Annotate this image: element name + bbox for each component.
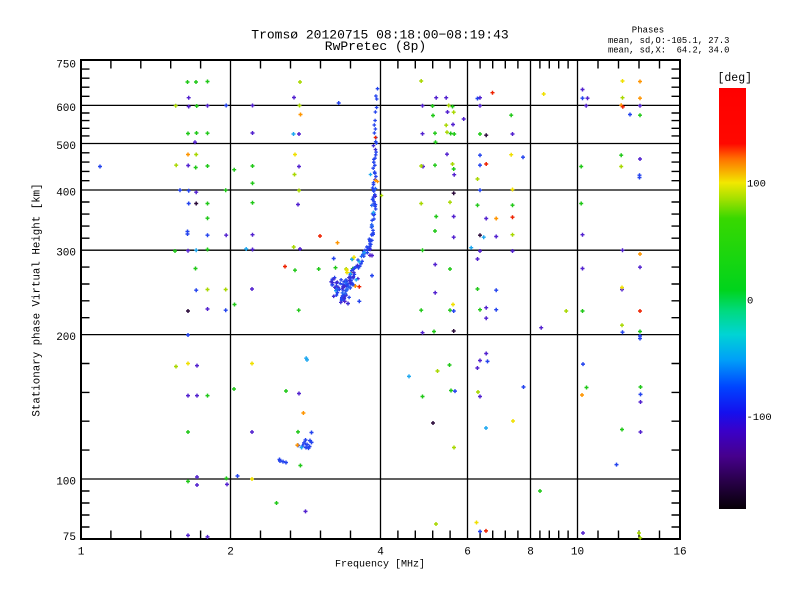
svg-text:Phases: Phases xyxy=(632,26,664,36)
svg-text:-100: -100 xyxy=(747,412,772,424)
svg-text:75: 75 xyxy=(63,532,76,544)
svg-text:RwPretec (8p): RwPretec (8p) xyxy=(325,39,426,54)
svg-text:Frequency [MHz]: Frequency [MHz] xyxy=(335,559,425,571)
svg-text:300: 300 xyxy=(56,248,76,260)
svg-text:8: 8 xyxy=(527,547,534,559)
svg-text:200: 200 xyxy=(56,332,76,344)
svg-text:mean, sd,X: 64.2, 34.0: mean, sd,X: 64.2, 34.0 xyxy=(608,46,729,56)
svg-text:2: 2 xyxy=(227,547,234,559)
svg-text:1: 1 xyxy=(78,547,85,559)
svg-text:100: 100 xyxy=(747,179,766,191)
svg-text:[deg]: [deg] xyxy=(718,72,753,85)
svg-text:6: 6 xyxy=(464,547,471,559)
svg-text:4: 4 xyxy=(377,547,384,559)
svg-text:100: 100 xyxy=(56,477,76,489)
svg-text:750: 750 xyxy=(56,60,76,72)
svg-text:400: 400 xyxy=(56,188,76,200)
svg-text:Stationary phase Virtual Heigh: Stationary phase Virtual Height [km] xyxy=(32,183,44,416)
svg-text:mean, sd,O:-105.1, 27.3: mean, sd,O:-105.1, 27.3 xyxy=(608,36,729,46)
svg-text:0: 0 xyxy=(747,296,753,308)
svg-text:16: 16 xyxy=(673,547,686,559)
svg-text:600: 600 xyxy=(56,103,76,115)
svg-text:Tromsø 20120715 08:18:00−08:19: Tromsø 20120715 08:18:00−08:19:43 xyxy=(251,28,508,43)
svg-text:500: 500 xyxy=(56,141,76,153)
svg-text:10: 10 xyxy=(571,547,584,559)
